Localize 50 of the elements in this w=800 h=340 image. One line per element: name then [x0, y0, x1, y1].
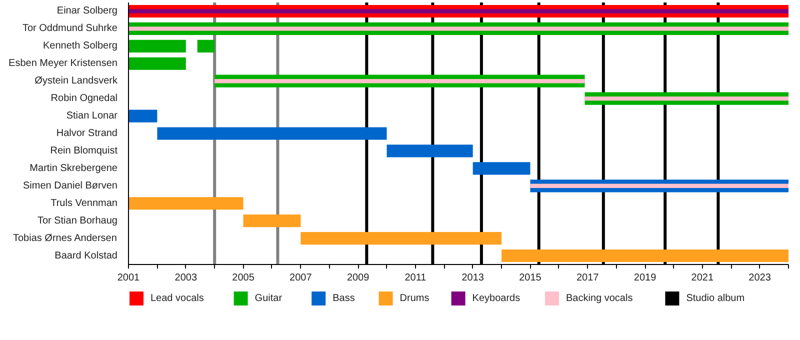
- bar: [128, 26, 788, 31]
- bar: [300, 232, 502, 245]
- bar: [128, 57, 186, 70]
- y-tick-label: Simen Daniel Børven: [23, 180, 118, 192]
- y-tick-label: Tobias Ørnes Andersen: [13, 232, 117, 244]
- legend-label: Studio album: [686, 293, 745, 304]
- bar: [197, 40, 215, 52]
- y-tick-label: Kenneth Solberg: [43, 40, 118, 52]
- bar: [386, 144, 473, 158]
- legend-label: Lead vocals: [150, 293, 204, 304]
- y-tick-label: Stian Lonar: [66, 110, 118, 122]
- y-tick-label: Rein Blomquist: [50, 145, 118, 156]
- y-tick-label: Truls Vennman: [50, 198, 118, 209]
- y-tick-label: Øystein Landsverk: [34, 76, 118, 87]
- y-tick-label: Martin Skrebergene: [30, 162, 118, 174]
- legend-label: Bass: [332, 293, 355, 304]
- x-tick-label: 2005: [232, 272, 255, 284]
- bar: [584, 96, 788, 101]
- bar: [214, 79, 585, 84]
- y-tick-label: Tor Oddmund Suhrke: [22, 23, 118, 34]
- bar: [157, 127, 387, 140]
- x-tick-label: 2013: [462, 272, 484, 284]
- x-tick-label: 2009: [346, 272, 370, 284]
- legend-label: Keyboards: [472, 293, 520, 304]
- x-tick-label: 2003: [174, 272, 198, 284]
- bar: [472, 162, 530, 175]
- legend-label: Drums: [400, 293, 430, 304]
- x-tick-label: 2017: [576, 272, 600, 284]
- y-tick-label: Baard Kolstad: [54, 250, 118, 262]
- bar: [243, 214, 301, 228]
- y-tick-label: Esben Meyer Kristensen: [8, 58, 118, 70]
- x-tick-label: 2001: [117, 272, 140, 284]
- legend-label: Guitar: [254, 293, 283, 304]
- bar: [128, 110, 158, 122]
- x-tick-label: 2007: [290, 272, 312, 284]
- bar: [128, 9, 788, 14]
- bar: [530, 184, 788, 188]
- bar: [128, 197, 244, 210]
- y-tick-label: Robin Ognedal: [50, 93, 118, 104]
- x-tick-label: 2023: [748, 272, 772, 284]
- x-tick-label: 2015: [519, 272, 542, 284]
- bar: [502, 249, 788, 262]
- y-tick-label: Halvor Strand: [56, 128, 118, 139]
- y-tick-label: Tor Stian Borhaug: [37, 215, 118, 226]
- x-tick-label: 2019: [634, 272, 657, 284]
- bar: [128, 40, 186, 52]
- legend-label: Backing vocals: [566, 293, 633, 304]
- x-tick-label: 2021: [691, 272, 714, 284]
- y-tick-label: Einar Solberg: [56, 6, 118, 17]
- x-tick-label: 2011: [404, 272, 427, 284]
